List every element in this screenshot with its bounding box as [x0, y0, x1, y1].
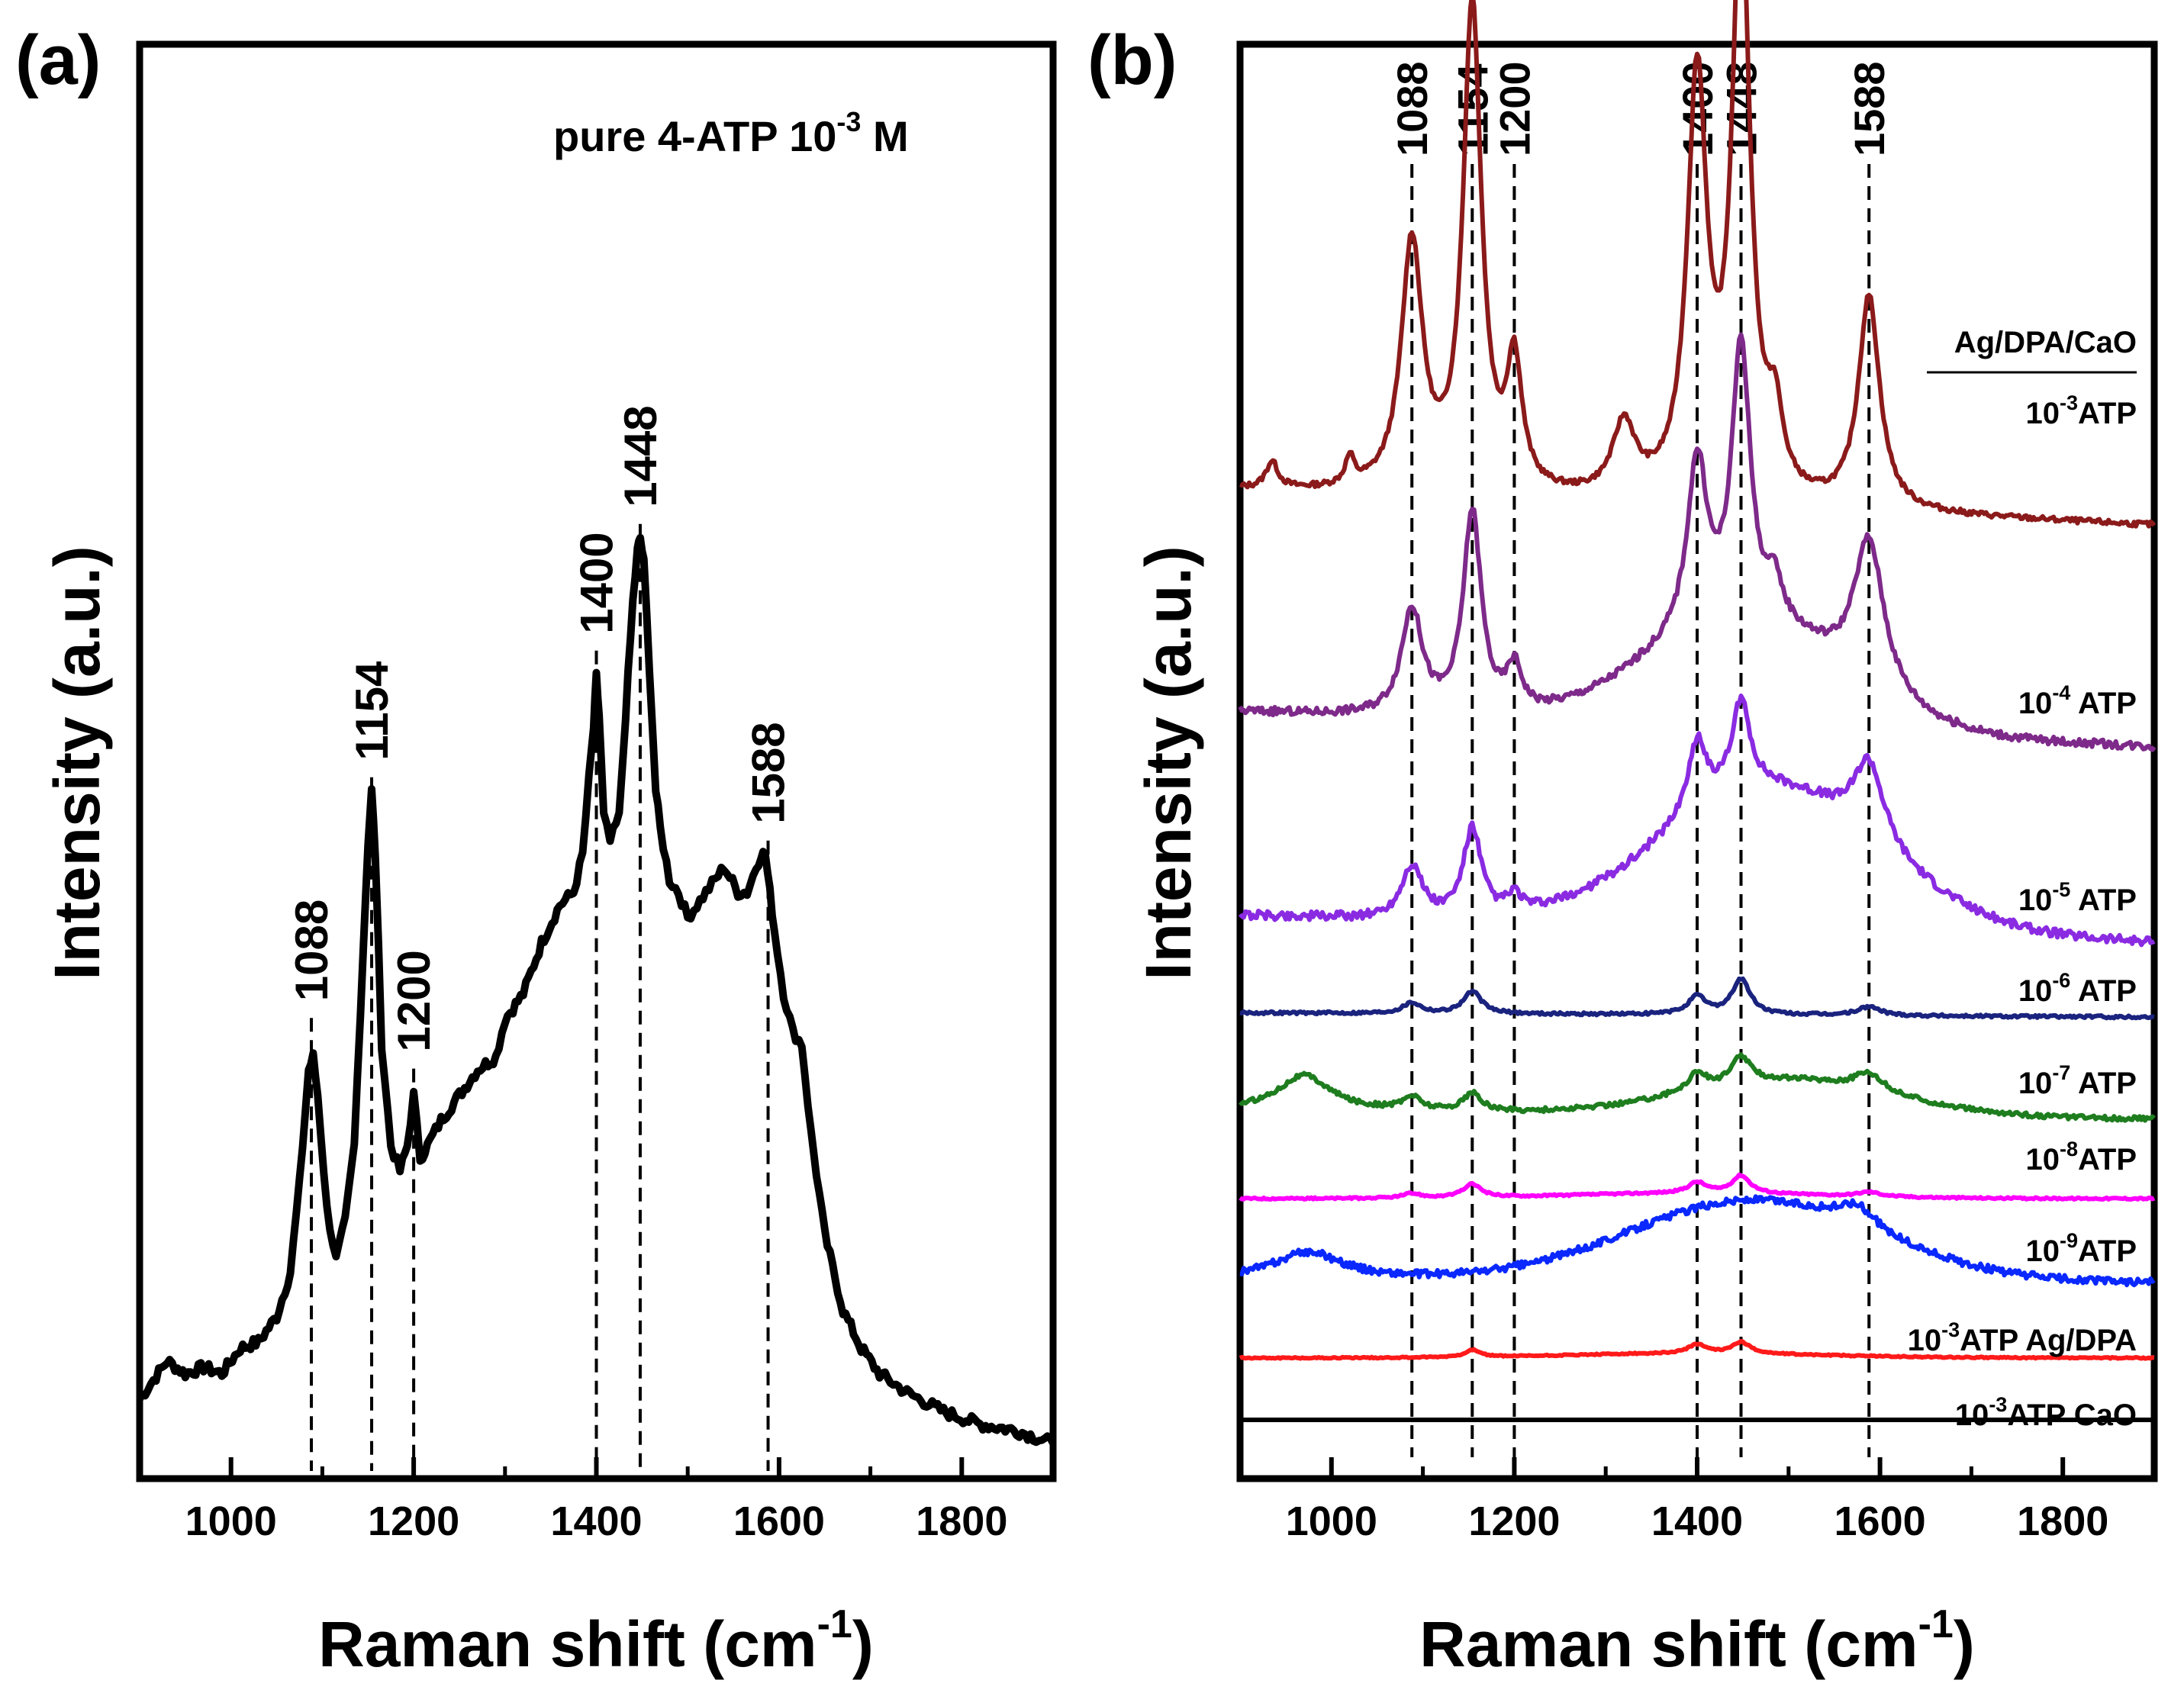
- x-tick-label: 1200: [1468, 1498, 1560, 1544]
- panel-b-label: (b): [1087, 21, 1177, 99]
- series-label-4: 10-7 ATP: [2018, 1061, 2137, 1100]
- panel-a-spectrum-line: [136, 533, 1057, 1447]
- panel-a-x-ticks: 1000 1200 1400 1600 1800: [185, 1457, 1055, 1544]
- panel-a: (a) pure 4-ATP 10-3 M 1088 1154 1200 1400 14…: [15, 21, 1057, 1680]
- panel-b-x-ticks: 1000 1200 1400 1600 1800: [1286, 1457, 2157, 1544]
- x-tick-label: 1000: [1286, 1498, 1377, 1544]
- peak-label-1154: 1154: [346, 661, 398, 761]
- series-label-6: 10-9ATP: [2025, 1229, 2137, 1268]
- peak-label-1588: 1588: [743, 722, 794, 823]
- panel-a-title: pure 4-ATP 10-3 M: [553, 106, 909, 160]
- x-tick-label: 1600: [733, 1498, 825, 1544]
- spectrum-line-5: [1239, 1172, 2156, 1202]
- panel-a-label: (a): [15, 21, 101, 99]
- series-label-8: 10-3ATP CaO: [1955, 1393, 2137, 1432]
- panel-b-y-axis-label: Intensity (a.u.): [1132, 546, 1204, 980]
- x-tick-label: 1800: [916, 1498, 1007, 1544]
- panel-b-series-labels: 10-3ATP Ag/DPA/CaO 10-4 ATP 10-5 ATP 10-6 AT…: [1908, 326, 2137, 1432]
- peak-marker-label-1448: 1448: [1718, 61, 1766, 156]
- spectrum-line-0: [1239, 0, 2157, 529]
- panel-a-peak-markers: [310, 523, 770, 1471]
- panel-a-x-axis-label: Raman shift (cm-1): [318, 1602, 874, 1680]
- panel-b-spectra: [1238, 0, 2157, 1422]
- spectrum-line-3: [1239, 976, 2155, 1021]
- spectrum-line-6: [1239, 1194, 2156, 1288]
- x-tick-label: 1600: [1834, 1498, 1926, 1544]
- peak-marker-label-1154: 1154: [1448, 64, 1496, 157]
- series-label-3: 10-6 ATP: [2018, 969, 2137, 1008]
- panel-a-peak-labels: 1088 1154 1200 1400 1448 1588: [286, 405, 794, 1051]
- series-label-0: 10-3ATP: [2025, 391, 2137, 430]
- peak-label-1448: 1448: [615, 405, 666, 507]
- series-label-2: 10-5 ATP: [2018, 878, 2137, 917]
- spectrum-line-4: [1238, 1052, 2156, 1123]
- x-tick-label: 1200: [368, 1498, 459, 1544]
- panel-b-x-axis-label: Raman shift (cm-1): [1419, 1602, 1975, 1680]
- peak-marker-label-1400: 1400: [1673, 61, 1722, 156]
- x-tick-label: 1800: [2017, 1498, 2108, 1544]
- spectrum-line-2: [1238, 694, 2156, 948]
- x-tick-label: 1400: [550, 1498, 642, 1544]
- x-tick-label: 1000: [185, 1498, 277, 1544]
- series-label-5: 10-8ATP: [2025, 1138, 2137, 1176]
- spectrum-line-7: [1239, 1338, 2155, 1361]
- peak-marker-label-1088: 1088: [1388, 61, 1436, 156]
- series-label-extra-0: Ag/DPA/CaO: [1954, 326, 2137, 359]
- series-label-1: 10-4 ATP: [2018, 681, 2137, 720]
- panel-b-peak-markers: [1410, 164, 1871, 1457]
- peak-label-1200: 1200: [388, 950, 440, 1051]
- panel-a-y-axis-label: Intensity (a.u.): [41, 546, 113, 980]
- peak-label-1400: 1400: [572, 532, 623, 633]
- spectrum-line-1: [1238, 332, 2157, 752]
- peak-marker-label-1200: 1200: [1490, 61, 1538, 156]
- peak-marker-label-1588: 1588: [1845, 61, 1893, 156]
- peak-label-1088: 1088: [286, 900, 337, 1001]
- x-tick-label: 1400: [1651, 1498, 1743, 1544]
- series-label-7: 10-3ATP Ag/DPA: [1908, 1318, 2137, 1357]
